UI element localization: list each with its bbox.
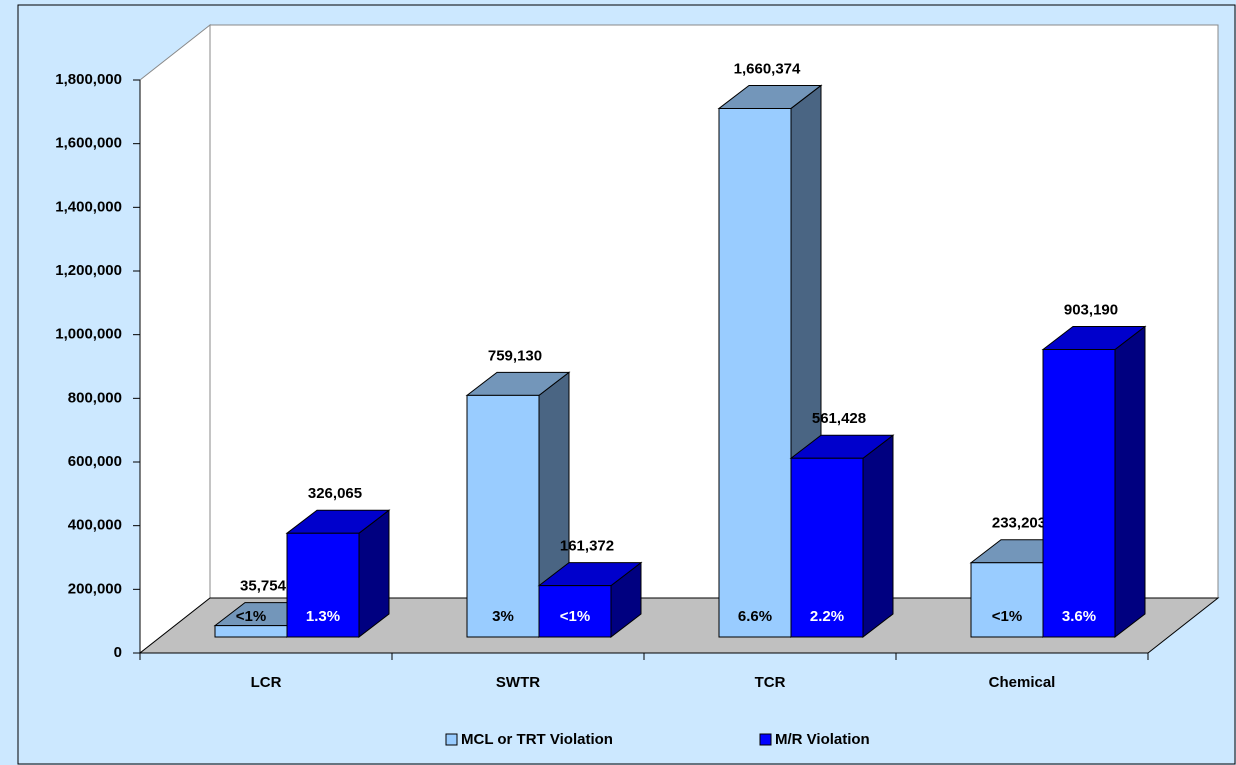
value-label: 903,190 <box>1064 301 1118 318</box>
x-tick-label: LCR <box>251 674 282 691</box>
bar-annotation: 2.2% <box>810 608 844 625</box>
bar <box>285 509 391 639</box>
bar <box>537 561 643 639</box>
legend-swatch <box>445 733 458 746</box>
value-label: 561,428 <box>812 410 866 427</box>
bar-front <box>790 457 864 638</box>
y-tick-label: 1,200,000 <box>55 262 122 279</box>
bar-front <box>538 585 612 638</box>
value-label: 1,660,374 <box>734 60 801 77</box>
value-label: 759,130 <box>488 347 542 364</box>
x-tick-label: TCR <box>755 674 786 691</box>
value-label: 233,203 <box>992 515 1046 532</box>
value-label: 161,372 <box>560 538 614 555</box>
legend-label: M/R Violation <box>775 731 870 748</box>
bar-side <box>1114 325 1146 639</box>
left-wall <box>139 23 211 655</box>
bar-annotation: 1.3% <box>306 608 340 625</box>
bar-front <box>286 532 360 638</box>
bar-front <box>718 107 792 638</box>
bar-annotation: <1% <box>236 608 266 625</box>
bar-front <box>466 394 540 638</box>
legend: MCL or TRT Violation M/R Violation <box>445 731 870 748</box>
y-tick-label: 200,000 <box>68 580 122 597</box>
y-tick-label: 1,800,000 <box>55 71 122 88</box>
bar-annotation: <1% <box>560 608 590 625</box>
bar-front <box>1042 348 1116 638</box>
y-tick-label: 1,400,000 <box>55 198 122 215</box>
y-tick-label: 1,000,000 <box>55 326 122 343</box>
y-tick-label: 600,000 <box>68 453 122 470</box>
bar-annotation: 3% <box>492 608 514 625</box>
y-tick-label: 400,000 <box>68 517 122 534</box>
bar-annotation: 6.6% <box>738 608 772 625</box>
x-tick-label: Chemical <box>989 674 1056 691</box>
bar <box>789 434 895 639</box>
bar-annotation: <1% <box>992 608 1022 625</box>
bar-side <box>862 434 894 639</box>
legend-label: MCL or TRT Violation <box>461 731 613 748</box>
y-tick-label: 0 <box>114 644 122 661</box>
value-label: 35,754 <box>240 578 287 595</box>
bar-annotation: 3.6% <box>1062 608 1096 625</box>
value-label: 326,065 <box>308 485 362 502</box>
y-tick-label: 800,000 <box>68 389 122 406</box>
legend-swatch <box>759 733 772 746</box>
y-tick-label: 1,600,000 <box>55 135 122 152</box>
x-tick-label: SWTR <box>496 674 540 691</box>
bar-front <box>970 562 1044 638</box>
bar-front <box>214 625 288 638</box>
bar <box>1041 325 1147 639</box>
